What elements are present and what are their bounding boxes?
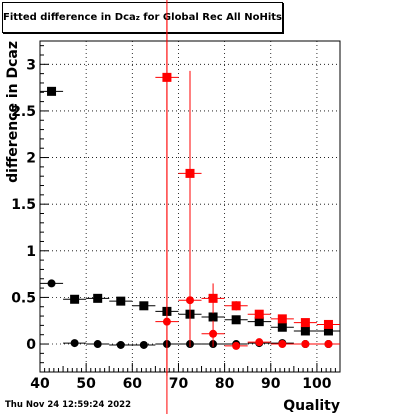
black-square-point — [231, 315, 241, 325]
black-square-point — [70, 294, 80, 304]
red-circle-point — [232, 341, 241, 350]
red-circle-point — [324, 340, 333, 349]
red-circle-point — [301, 340, 310, 349]
title-subscript: z — [135, 13, 140, 22]
black-square-point — [323, 326, 333, 336]
x-tick-label: 40 — [30, 376, 50, 392]
red-square-point — [277, 314, 287, 324]
red-circle-point — [255, 338, 264, 347]
x-tick-label: 90 — [261, 376, 281, 392]
y-axis-label: difference in Dcaz — [5, 41, 21, 183]
chart-title: Fitted difference in Dca z for Global Rec… — [2, 2, 283, 33]
red-square-point — [323, 319, 333, 329]
x-tick-label: 80 — [215, 376, 235, 392]
black-circle-point — [70, 339, 79, 348]
footer-date: Thu Nov 24 12:59:24 2022 — [5, 400, 132, 410]
black-square-point — [139, 301, 149, 311]
black-circle-point — [139, 340, 148, 349]
black-square-point — [300, 326, 310, 336]
y-tick-label: 3 — [26, 57, 36, 73]
red-circle-point — [162, 317, 171, 326]
black-square-point — [93, 293, 103, 303]
plot-frame — [39, 40, 341, 373]
y-tick-label: 1.5 — [11, 197, 36, 213]
black-circle-point — [116, 340, 125, 349]
red-square-point — [185, 168, 195, 178]
x-tick-label: 100 — [302, 376, 331, 392]
y-tick-label: 2 — [26, 151, 36, 167]
black-square-point — [254, 317, 264, 327]
red-square-point — [231, 301, 241, 311]
red-square-point — [300, 318, 310, 328]
y-tick-label: 0 — [26, 337, 36, 353]
black-circle-point — [93, 340, 102, 349]
red-circle-point — [209, 329, 218, 338]
black-square-point — [47, 86, 57, 96]
x-tick-label: 50 — [76, 376, 96, 392]
x-tick-label: 70 — [169, 376, 189, 392]
red-circle-point — [278, 340, 287, 349]
title-tail: for Global Rec All NoHits — [139, 12, 282, 23]
y-tick-label: 2.5 — [11, 104, 36, 120]
black-circle-point — [47, 279, 56, 288]
title-main: Fitted difference in Dca — [3, 12, 136, 23]
red-square-point — [208, 293, 218, 303]
x-tick-label: 60 — [123, 376, 143, 392]
y-tick-label: 0.5 — [11, 290, 36, 306]
black-square-point — [116, 296, 126, 306]
x-axis-label: Quality — [283, 398, 340, 414]
black-square-point — [277, 322, 287, 332]
y-tick-label: 1 — [26, 244, 36, 260]
red-circle-point — [186, 296, 194, 305]
red-square-point — [254, 309, 264, 319]
black-square-point — [208, 312, 218, 322]
